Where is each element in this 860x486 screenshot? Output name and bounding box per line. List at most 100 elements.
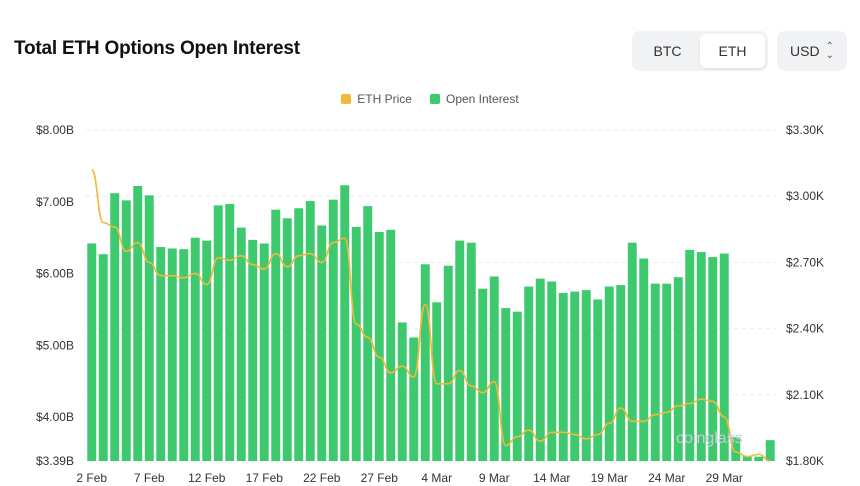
oi-bar[interactable] bbox=[328, 199, 338, 461]
y-left-tick-label: $4.00B bbox=[36, 410, 74, 424]
chart-legend: ETH Price Open Interest bbox=[0, 92, 860, 106]
oi-bar[interactable] bbox=[87, 243, 97, 461]
oi-bar[interactable] bbox=[639, 258, 649, 461]
asset-option-eth[interactable]: ETH bbox=[700, 34, 765, 68]
oi-bar[interactable] bbox=[524, 286, 534, 461]
oi-bar[interactable] bbox=[708, 257, 718, 461]
oi-bar[interactable] bbox=[236, 227, 246, 461]
oi-bar[interactable] bbox=[535, 278, 545, 461]
oi-bar[interactable] bbox=[512, 311, 522, 461]
legend-label-eth-price: ETH Price bbox=[357, 92, 412, 106]
oi-bar[interactable] bbox=[110, 193, 120, 461]
oi-bar[interactable] bbox=[685, 249, 695, 461]
y-axis-left: $3.39B $4.00B $5.00B $6.00B $7.00B $8.00B bbox=[36, 123, 74, 468]
y-right-tick-label: $1.80K bbox=[786, 454, 824, 468]
oi-bar[interactable] bbox=[501, 308, 511, 461]
oi-bar[interactable] bbox=[719, 253, 729, 461]
oi-bar[interactable] bbox=[455, 240, 465, 461]
oi-bar[interactable] bbox=[731, 437, 741, 461]
legend-swatch-oi bbox=[429, 94, 440, 104]
oi-bar[interactable] bbox=[213, 205, 223, 461]
oi-bar[interactable] bbox=[363, 206, 373, 461]
y-right-tick-label: $3.00K bbox=[786, 189, 824, 203]
oi-bar[interactable] bbox=[167, 248, 177, 461]
x-tick-label: 12 Feb bbox=[188, 471, 226, 485]
oi-bar[interactable] bbox=[409, 337, 419, 461]
y-right-tick-label: $2.70K bbox=[786, 255, 824, 269]
oi-bar[interactable] bbox=[340, 185, 350, 462]
oi-bar[interactable] bbox=[593, 299, 603, 461]
oi-bar[interactable] bbox=[443, 265, 453, 461]
oi-bar[interactable] bbox=[765, 440, 775, 461]
asset-toggle: BTC ETH bbox=[632, 31, 768, 71]
oi-bar[interactable] bbox=[190, 237, 200, 461]
x-tick-label: 4 Mar bbox=[421, 471, 452, 485]
oi-bar[interactable] bbox=[570, 291, 580, 461]
oi-bar[interactable] bbox=[673, 277, 683, 461]
oi-bar[interactable] bbox=[156, 247, 166, 461]
y-left-tick-label: $7.00B bbox=[36, 195, 74, 209]
currency-value: USD bbox=[790, 43, 820, 59]
y-right-tick-label: $2.40K bbox=[786, 322, 824, 336]
oi-bar[interactable] bbox=[144, 195, 154, 462]
oi-bar[interactable] bbox=[317, 225, 327, 461]
oi-bar[interactable] bbox=[627, 242, 637, 461]
oi-bar[interactable] bbox=[225, 203, 235, 461]
y-left-tick-label: $3.39B bbox=[36, 454, 74, 468]
oi-bar[interactable] bbox=[489, 276, 499, 461]
oi-bar[interactable] bbox=[282, 218, 292, 461]
y-left-tick-label: $8.00B bbox=[36, 123, 74, 137]
x-tick-label: 29 Mar bbox=[706, 471, 743, 485]
oi-bar[interactable] bbox=[305, 201, 315, 461]
oi-bar[interactable] bbox=[386, 229, 396, 461]
x-tick-label: 22 Feb bbox=[303, 471, 341, 485]
oi-bar[interactable] bbox=[121, 200, 131, 461]
oi-bar[interactable] bbox=[754, 456, 764, 461]
asset-option-btc[interactable]: BTC bbox=[653, 43, 682, 59]
oi-bar[interactable] bbox=[581, 290, 591, 461]
currency-select[interactable]: USD ⌃ ⌄ bbox=[777, 31, 847, 71]
oi-bar[interactable] bbox=[248, 239, 258, 461]
x-tick-label: 27 Feb bbox=[361, 471, 399, 485]
x-tick-label: 19 Mar bbox=[591, 471, 628, 485]
oi-bar[interactable] bbox=[397, 322, 407, 461]
x-tick-label: 14 Mar bbox=[533, 471, 570, 485]
watermark-logo: coinglass bbox=[676, 430, 743, 447]
x-tick-label: 17 Feb bbox=[246, 471, 284, 485]
oi-bar[interactable] bbox=[294, 208, 304, 461]
x-tick-label: 24 Mar bbox=[648, 471, 685, 485]
chevron-up-down-icon: ⌃ ⌄ bbox=[825, 41, 834, 61]
oi-bar[interactable] bbox=[604, 286, 614, 461]
oi-bars bbox=[87, 185, 775, 462]
oi-bar[interactable] bbox=[742, 455, 752, 461]
oi-bar[interactable] bbox=[351, 226, 361, 461]
legend-swatch-price bbox=[341, 94, 352, 104]
oi-bar[interactable] bbox=[420, 264, 430, 461]
oi-bar[interactable] bbox=[271, 209, 281, 461]
oi-bar[interactable] bbox=[662, 283, 672, 461]
oi-bar[interactable] bbox=[259, 243, 269, 461]
legend-label-open-interest: Open Interest bbox=[445, 92, 519, 106]
oi-bar[interactable] bbox=[374, 231, 384, 461]
oi-bar[interactable] bbox=[133, 186, 143, 461]
oi-bar[interactable] bbox=[432, 302, 442, 461]
oi-bar[interactable] bbox=[558, 292, 568, 461]
oi-bar[interactable] bbox=[179, 249, 189, 461]
oi-bar[interactable] bbox=[547, 281, 557, 461]
y-right-tick-label: $2.10K bbox=[786, 388, 824, 402]
oi-bar[interactable] bbox=[650, 283, 660, 461]
oi-bar[interactable] bbox=[202, 240, 212, 461]
oi-bar[interactable] bbox=[466, 242, 476, 461]
x-tick-label: 7 Feb bbox=[134, 471, 165, 485]
legend-item-open-interest[interactable]: Open Interest bbox=[429, 92, 519, 106]
x-tick-label: 9 Mar bbox=[479, 471, 510, 485]
legend-item-eth-price[interactable]: ETH Price bbox=[341, 92, 412, 106]
x-axis: 2 Feb 7 Feb 12 Feb 17 Feb 22 Feb 27 Feb 4 Mar 9… bbox=[76, 471, 743, 485]
oi-bar[interactable] bbox=[98, 254, 108, 461]
y-right-tick-label: $3.30K bbox=[786, 123, 824, 137]
y-left-tick-label: $5.00B bbox=[36, 338, 74, 352]
oi-bar[interactable] bbox=[696, 252, 706, 461]
oi-bar[interactable] bbox=[478, 288, 488, 461]
oi-bar[interactable] bbox=[616, 285, 626, 461]
